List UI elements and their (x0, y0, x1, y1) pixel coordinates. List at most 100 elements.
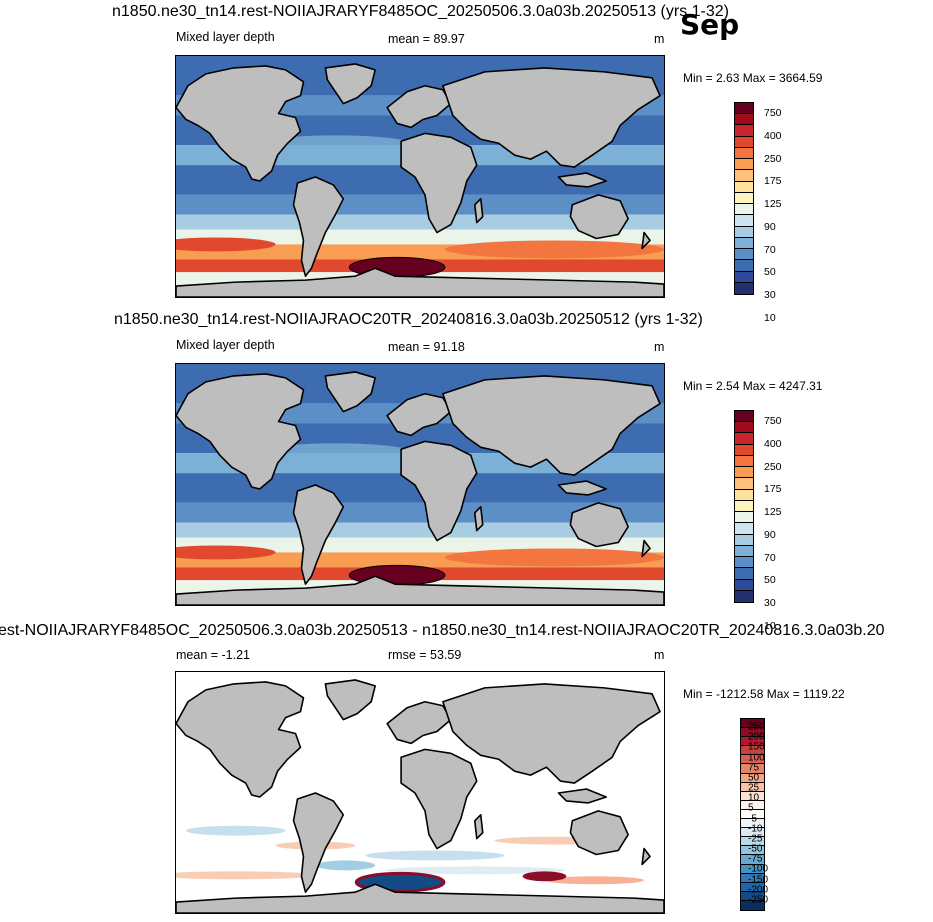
madagascar-landmass (473, 198, 484, 224)
panel-2-colorbar-box (734, 410, 754, 603)
anomaly-region (185, 825, 286, 836)
panel-2-title: n1850.ne30_tn14.rest-NOIIAJRAOC20TR_2024… (114, 311, 703, 328)
colorbar-tick-label: -150 (748, 874, 769, 886)
colorbar-swatch (741, 819, 764, 829)
colorbar-tick-label: 250 (764, 460, 782, 473)
colorbar-tick-label: 175 (764, 175, 782, 188)
indonesia-landmass (557, 480, 608, 496)
colorbar-tick-label: 30 (764, 597, 776, 609)
colorbar-swatch (735, 136, 753, 148)
panel-2-map-svg (176, 364, 664, 605)
colorbar-swatch (741, 873, 764, 883)
colorbar-tick-label: 200 (748, 731, 765, 743)
greenland-landmass (324, 63, 376, 105)
colorbar-swatch (735, 282, 753, 294)
panel-1-map (175, 55, 665, 298)
new-zealand-landmass (641, 231, 651, 250)
colorbar-tick-label: 50 (764, 574, 776, 587)
colorbar-swatch (735, 103, 753, 115)
anomaly-region (385, 866, 565, 875)
colorbar-swatch (741, 782, 764, 792)
panel-1-mean-label: mean = 89.97 (388, 32, 465, 46)
colorbar-swatch (741, 755, 764, 765)
colorbar-swatch (741, 800, 764, 810)
colorbar-swatch (741, 746, 764, 756)
panel-3-rmse-label: rmse = 53.59 (388, 648, 462, 662)
colorbar-swatch (735, 545, 753, 558)
colorbar-swatch (741, 855, 764, 865)
colorbar-swatch (735, 226, 753, 238)
australia-landmass (569, 810, 629, 856)
south-pacific-deep-region (176, 237, 276, 252)
colorbar-tick-label: 70 (764, 551, 776, 564)
panel-2-mean-label: mean = 91.18 (388, 340, 465, 354)
south-pacific-deep-region (176, 545, 276, 560)
new-zealand-landmass (641, 539, 651, 558)
indonesia-landmass (557, 788, 608, 804)
colorbar-tick-label: -25 (748, 833, 763, 845)
panel-3-map (175, 671, 665, 914)
panel-3-map-svg (176, 672, 664, 913)
colorbar-swatch (741, 791, 764, 801)
colorbar-tick-label: 75 (748, 762, 760, 774)
colorbar-tick-label: 30 (764, 289, 776, 301)
colorbar-swatch (735, 260, 753, 272)
panel-2-variable-label: Mixed layer depth (176, 338, 275, 352)
madagascar-landmass (473, 506, 484, 532)
colorbar-tick-label: -250 (748, 894, 769, 906)
africa-landmass (400, 748, 478, 850)
colorbar-swatch (741, 837, 764, 847)
europe-landmass (386, 84, 452, 129)
asia-landmass (442, 683, 661, 784)
colorbar-swatch (735, 579, 753, 591)
colorbar-swatch (741, 728, 764, 738)
europe-landmass (386, 392, 452, 437)
panel-2-minmax-label: Min = 2.54 Max = 4247.31 (683, 379, 823, 393)
anomaly-region (176, 871, 316, 880)
south-america-landmass (292, 484, 345, 585)
colorbar-swatch (735, 478, 753, 490)
panel-3-units-label: m (654, 648, 665, 662)
colorbar-tick-label: -50 (748, 843, 763, 855)
antarctica-landmass (176, 267, 664, 297)
colorbar-swatch (735, 114, 753, 126)
colorbar-tick-label: 90 (764, 528, 776, 541)
anomaly-region (544, 876, 645, 885)
colorbar-tick-label: 10 (764, 311, 776, 324)
colorbar-swatch (735, 249, 753, 261)
colorbar-swatch (735, 568, 753, 580)
colorbar-swatch (741, 764, 764, 774)
colorbar-tick-label: 400 (764, 438, 782, 451)
north-america-landmass (176, 373, 305, 490)
colorbar-swatch (735, 590, 753, 602)
colorbar-tick-label: 125 (764, 506, 782, 519)
colorbar-swatch (735, 455, 753, 468)
colorbar-swatch (735, 237, 753, 250)
colorbar-swatch (735, 181, 753, 193)
panel-3-minmax-label: Min = -1212.58 Max = 1119.22 (683, 687, 845, 701)
colorbar-swatch (741, 719, 764, 729)
colorbar-swatch (735, 147, 753, 160)
colorbar-swatch (735, 433, 753, 445)
colorbar-tick-label: 125 (764, 198, 782, 211)
colorbar-swatch (741, 737, 764, 747)
colorbar-swatch (741, 864, 764, 874)
antarctica-landmass (176, 883, 664, 913)
colorbar-swatch (735, 159, 753, 171)
colorbar-tick-label: -5 (748, 813, 757, 825)
colorbar-tick-label: 50 (748, 772, 760, 784)
anomaly-region (365, 850, 505, 861)
subtropical-gyre-region (255, 443, 416, 464)
greenland-landmass (324, 679, 376, 721)
colorbar-swatch (741, 900, 764, 910)
colorbar-swatch (735, 444, 753, 456)
colorbar-swatch (735, 534, 753, 546)
colorbar-tick-label: 10 (748, 792, 760, 804)
colorbar-swatch (735, 500, 753, 513)
colorbar-swatch (735, 215, 753, 227)
colorbar-swatch (741, 809, 764, 820)
panel-2-units-label: m (654, 340, 665, 354)
colorbar-tick-label: -100 (748, 863, 769, 875)
australia-landmass (569, 194, 629, 240)
panel-1-title: n1850.ne30_tn14.rest-NOIIAJRARYF8485OC_2… (112, 3, 730, 20)
